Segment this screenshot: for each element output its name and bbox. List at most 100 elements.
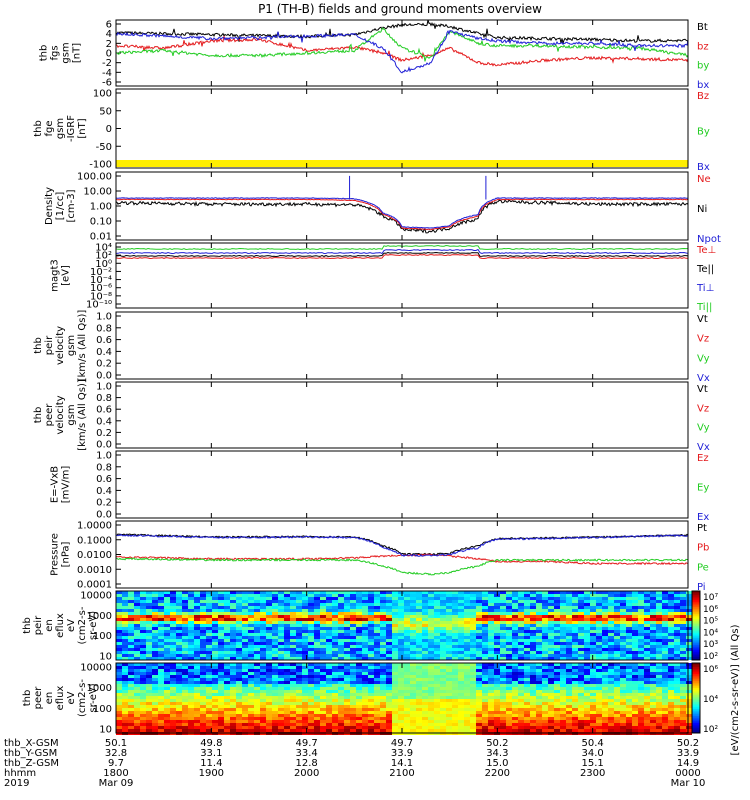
spec-cell <box>272 657 278 660</box>
spec-cell <box>206 714 212 717</box>
spec-cell <box>410 627 416 630</box>
spec-cell <box>668 699 674 702</box>
spec-cell <box>314 636 320 639</box>
spec-cell <box>524 678 530 681</box>
spec-cell <box>236 726 242 729</box>
spec-cell <box>446 594 452 597</box>
spec-cell <box>548 666 554 669</box>
spec-cell <box>218 645 224 648</box>
spec-cell <box>482 696 488 699</box>
spec-cell <box>434 645 440 648</box>
spec-cell <box>296 606 302 609</box>
spec-cell <box>560 684 566 687</box>
spec-cell <box>350 621 356 624</box>
spec-cell <box>332 666 338 669</box>
spec-cell <box>668 630 674 633</box>
spec-cell <box>266 603 272 606</box>
spec-cell <box>284 723 290 726</box>
spec-cell <box>626 687 632 690</box>
spec-cell <box>122 603 128 606</box>
spec-cell <box>272 597 278 600</box>
spec-cell <box>302 639 308 642</box>
spec-cell <box>158 627 164 630</box>
spec-cell <box>296 678 302 681</box>
spec-cell <box>626 729 632 732</box>
spec-cell <box>596 636 602 639</box>
spec-cell <box>188 699 194 702</box>
spec-cell <box>404 717 410 720</box>
spec-cell <box>332 612 338 615</box>
spec-cell <box>500 678 506 681</box>
spec-cell <box>632 642 638 645</box>
tick-label: 2 <box>106 39 112 50</box>
spec-cell <box>272 612 278 615</box>
spec-cell <box>566 633 572 636</box>
spec-cell <box>464 714 470 717</box>
spec-cell <box>638 705 644 708</box>
spec-cell <box>278 615 284 618</box>
tick-label: 1.0 <box>96 312 112 323</box>
spec-cell <box>602 636 608 639</box>
spec-cell <box>356 630 362 633</box>
spec-cell <box>278 684 284 687</box>
colorbar-cell <box>692 710 700 713</box>
spec-cell <box>458 615 464 618</box>
spec-cell <box>368 690 374 693</box>
spec-cell <box>530 615 536 618</box>
spec-cell <box>218 657 224 660</box>
spec-cell <box>140 609 146 612</box>
spec-cell <box>524 654 530 657</box>
spec-cell <box>134 687 140 690</box>
spec-cell <box>122 654 128 657</box>
colorbar-cell <box>692 594 700 597</box>
spec-cell <box>458 654 464 657</box>
colorbar-cell <box>692 731 700 734</box>
spec-cell <box>536 690 542 693</box>
spec-cell <box>362 606 368 609</box>
spec-cell <box>308 708 314 711</box>
spec-cell <box>260 648 266 651</box>
spec-cell <box>674 708 680 711</box>
spec-cell <box>302 696 308 699</box>
spec-cell <box>284 606 290 609</box>
spec-cell <box>290 645 296 648</box>
spec-cell <box>500 651 506 654</box>
spec-cell <box>128 714 134 717</box>
spec-cell <box>374 636 380 639</box>
spec-cell <box>344 591 350 594</box>
spec-cell <box>248 606 254 609</box>
spec-cell <box>686 711 692 714</box>
spec-cell <box>446 666 452 669</box>
spec-cell <box>398 615 404 618</box>
spec-cell <box>542 720 548 723</box>
spec-cell <box>200 708 206 711</box>
spec-cell <box>392 669 398 672</box>
spec-cell <box>440 618 446 621</box>
spec-cell <box>416 708 422 711</box>
spec-cell <box>224 645 230 648</box>
spec-cell <box>452 657 458 660</box>
spec-cell <box>176 663 182 666</box>
spec-cell <box>662 633 668 636</box>
spec-cell <box>206 606 212 609</box>
spec-cell <box>500 612 506 615</box>
spec-cell <box>296 654 302 657</box>
spec-cell <box>428 615 434 618</box>
spec-cell <box>134 699 140 702</box>
spec-cell <box>410 594 416 597</box>
spec-cell <box>200 690 206 693</box>
spec-cell <box>560 681 566 684</box>
spec-cell <box>128 657 134 660</box>
spec-cell <box>350 618 356 621</box>
spec-cell <box>476 615 482 618</box>
spec-cell <box>626 654 632 657</box>
spec-cell <box>638 666 644 669</box>
spec-cell <box>650 609 656 612</box>
spec-cell <box>176 636 182 639</box>
spec-cell <box>422 687 428 690</box>
spec-cell <box>530 591 536 594</box>
spec-cell <box>386 594 392 597</box>
spec-cell <box>560 708 566 711</box>
spec-cell <box>410 666 416 669</box>
series-Pe <box>115 557 689 576</box>
